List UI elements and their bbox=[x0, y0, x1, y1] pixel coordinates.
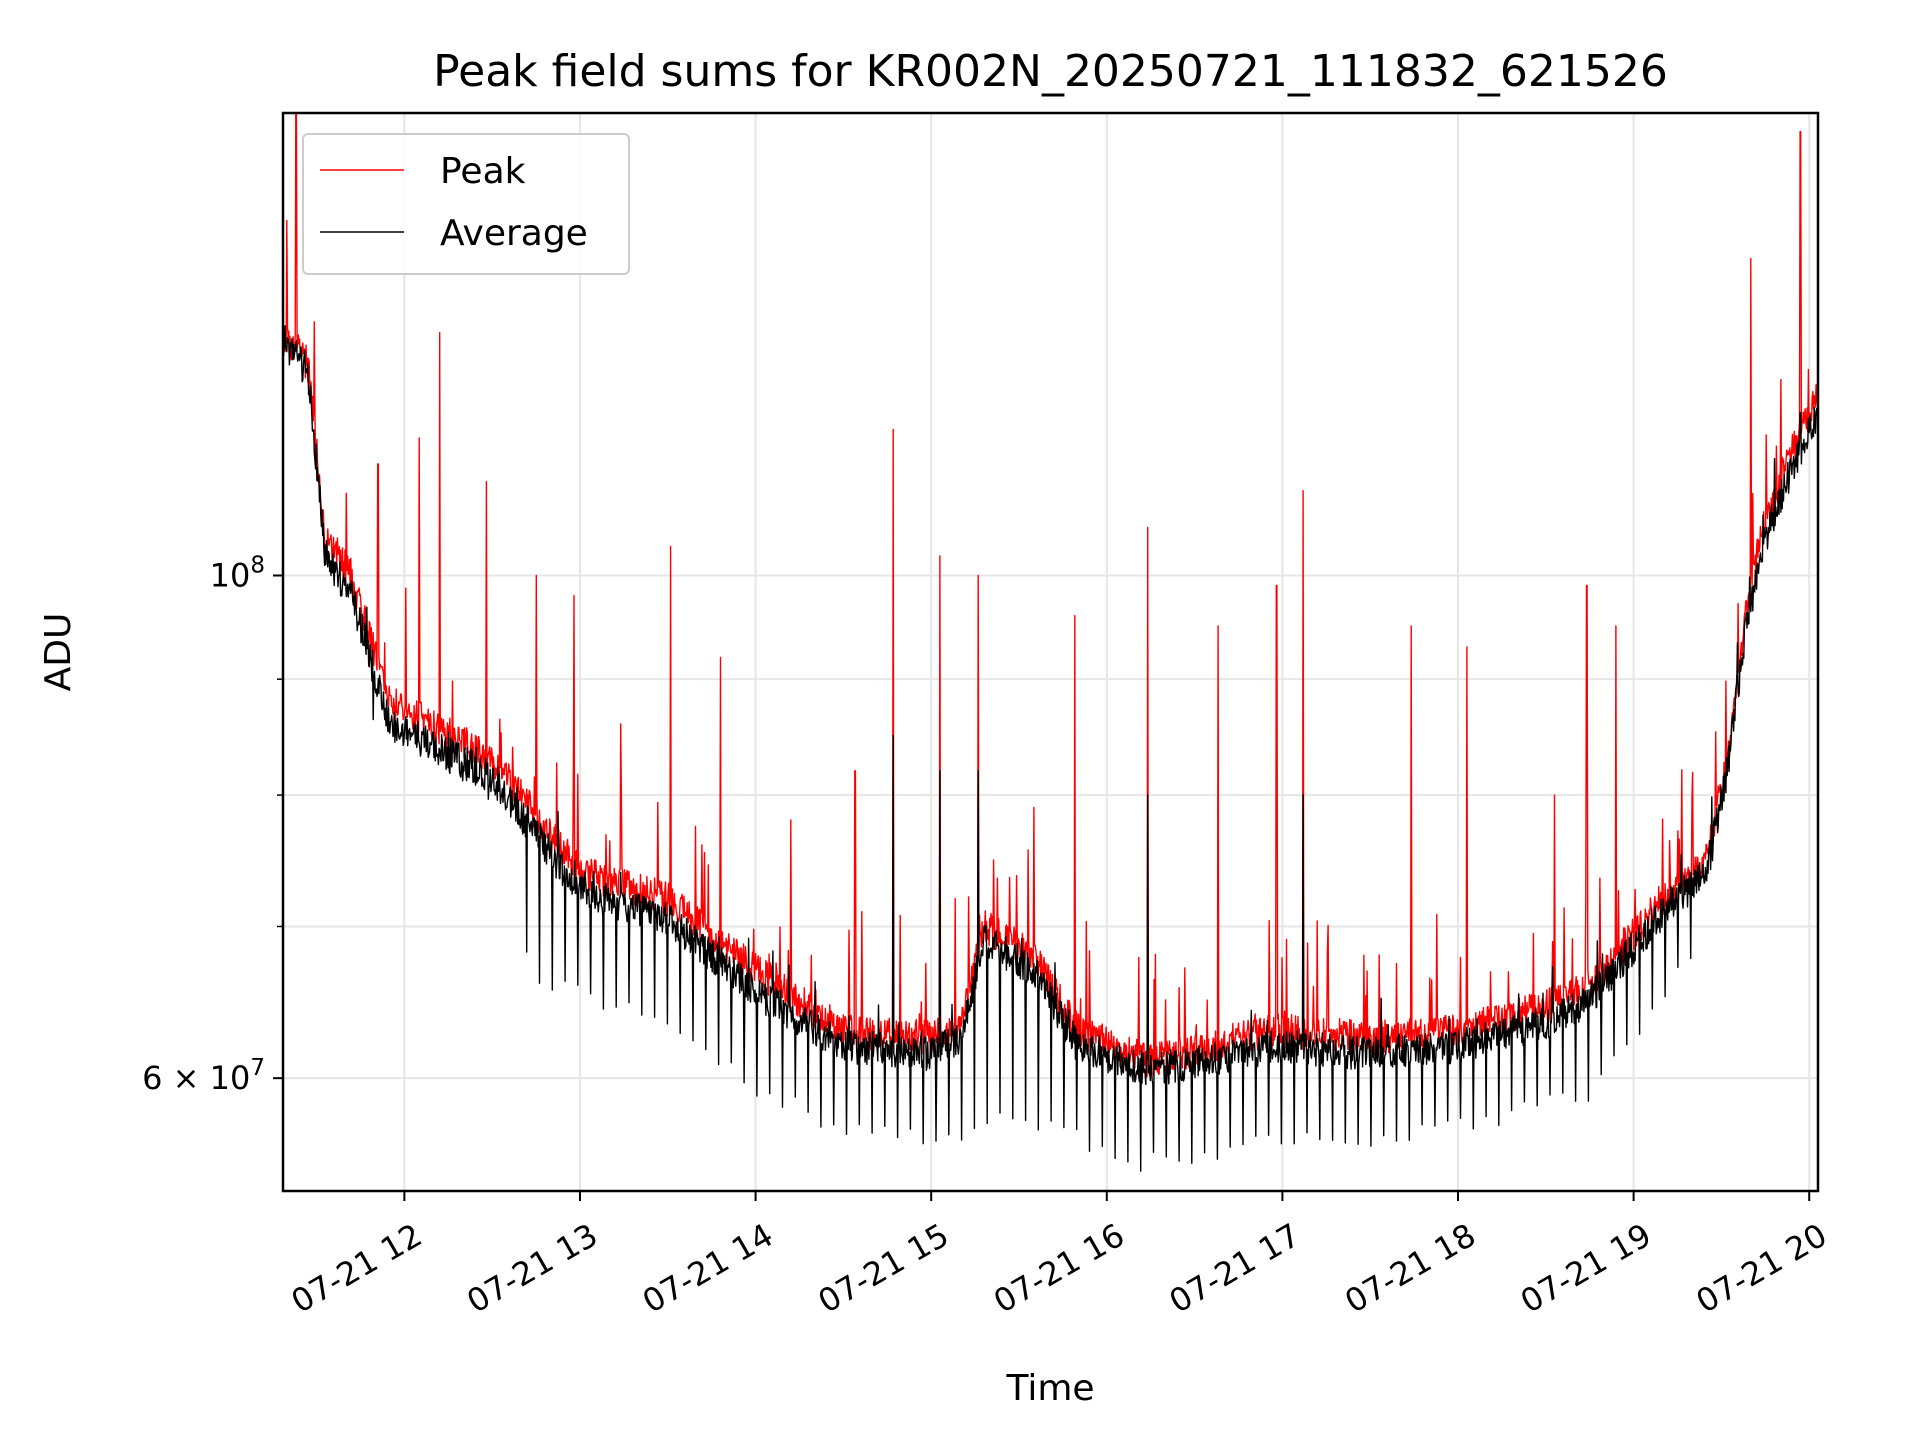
series-line-average bbox=[283, 325, 1818, 1172]
y-axis-label: ADU bbox=[38, 613, 79, 692]
y-tick-label: 108 bbox=[210, 552, 265, 594]
legend-label-peak: Peak bbox=[440, 151, 526, 192]
y-axis-ticks: 108 6 × 107 bbox=[142, 552, 283, 1097]
axes-frame bbox=[281, 111, 1820, 1193]
legend-box bbox=[302, 133, 630, 275]
y-tick-label: 6 × 107 bbox=[142, 1055, 265, 1097]
plot-area bbox=[283, 113, 1818, 1172]
legend-label-average: Average bbox=[440, 213, 588, 254]
x-axis-label: Time bbox=[1005, 1368, 1094, 1409]
chart-title: Peak field sums for KR002N_20250721_1118… bbox=[433, 46, 1668, 97]
legend: Peak Average bbox=[302, 133, 630, 275]
